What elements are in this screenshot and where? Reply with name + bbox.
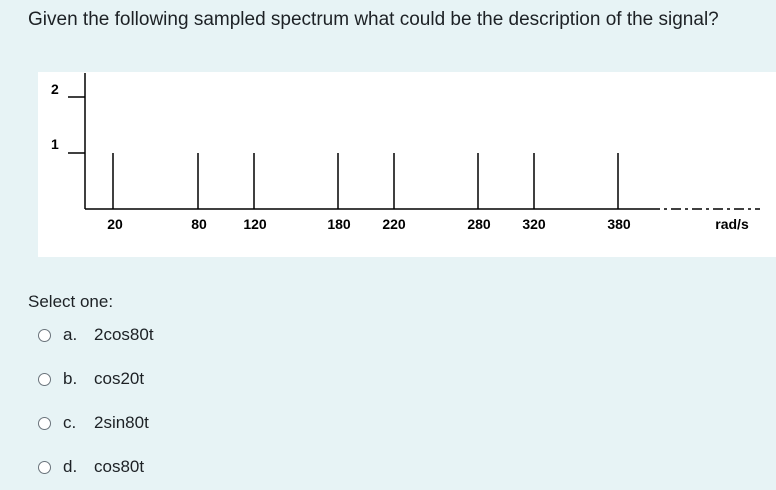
option-text: cos80t — [94, 457, 145, 476]
x-tick-label-380: 380 — [607, 216, 631, 232]
spectrum-plot: 2 1 20 80 120 180 220 280 320 380 rad/s — [51, 73, 760, 232]
option-text: cos20t — [94, 369, 145, 388]
option-letter: d. — [63, 457, 78, 476]
x-axis-unit: rad/s — [715, 216, 749, 232]
radio-icon[interactable] — [38, 328, 51, 342]
x-tick-label-20: 20 — [107, 216, 123, 232]
option-text: 2sin80t — [94, 413, 149, 432]
x-tick-label-120: 120 — [243, 216, 267, 232]
radio-icon[interactable] — [38, 372, 51, 386]
x-tick-label-320: 320 — [522, 216, 546, 232]
option-c[interactable]: c. 2sin80t — [38, 413, 149, 433]
radio-icon[interactable] — [38, 460, 51, 474]
select-one-label: Select one: — [28, 292, 114, 311]
spectrum-figure: 2 1 20 80 120 180 220 280 320 380 rad/s — [38, 72, 776, 257]
y-tick-label-2: 2 — [51, 81, 59, 97]
question-text: Given the following sampled spectrum wha… — [28, 9, 719, 30]
x-tick-label-80: 80 — [191, 216, 207, 232]
option-b[interactable]: b. cos20t — [38, 369, 144, 389]
x-tick-label-180: 180 — [327, 216, 351, 232]
x-tick-label-220: 220 — [382, 216, 406, 232]
x-tick-label-280: 280 — [467, 216, 491, 232]
option-letter: a. — [63, 325, 78, 344]
option-a[interactable]: a. 2cos80t — [38, 325, 154, 345]
option-letter: c. — [63, 413, 77, 432]
y-tick-label-1: 1 — [51, 136, 59, 152]
option-text: 2cos80t — [94, 325, 154, 344]
option-letter: b. — [63, 369, 78, 388]
radio-icon[interactable] — [38, 416, 51, 430]
option-d[interactable]: d. cos80t — [38, 457, 144, 477]
